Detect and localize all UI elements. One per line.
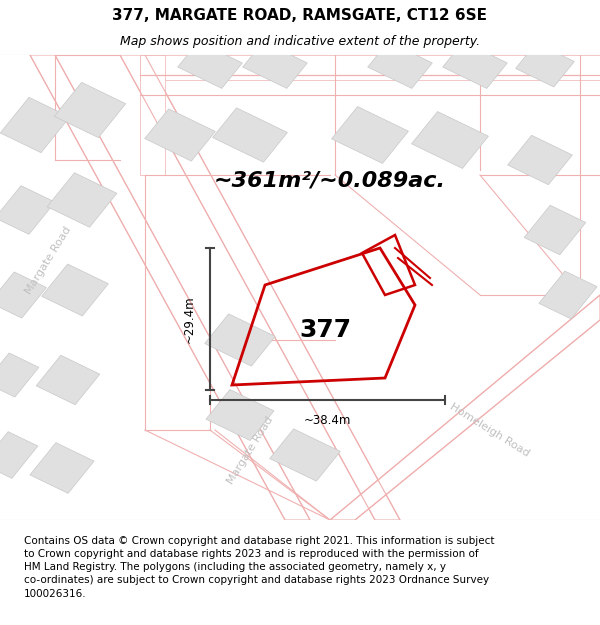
Text: Margate Road: Margate Road [23,224,73,296]
Polygon shape [0,98,70,152]
Text: ~38.4m: ~38.4m [304,414,351,428]
Polygon shape [539,271,597,319]
Polygon shape [41,264,109,316]
Polygon shape [178,42,242,88]
Polygon shape [212,108,287,162]
Polygon shape [0,186,55,234]
Polygon shape [412,112,488,168]
Text: Contains OS data © Crown copyright and database right 2021. This information is : Contains OS data © Crown copyright and d… [24,536,494,599]
Polygon shape [270,429,340,481]
Polygon shape [508,135,572,185]
Polygon shape [368,42,433,88]
Text: ~361m²/~0.089ac.: ~361m²/~0.089ac. [214,170,446,190]
Polygon shape [524,205,586,255]
Text: 377: 377 [299,318,351,342]
Polygon shape [54,82,126,138]
Polygon shape [30,442,94,493]
Polygon shape [0,353,39,397]
Text: Margate Road: Margate Road [225,414,275,486]
Polygon shape [120,55,400,520]
Polygon shape [206,389,274,441]
Polygon shape [30,55,310,520]
Polygon shape [330,295,600,520]
Polygon shape [145,109,215,161]
Polygon shape [205,314,275,366]
Text: ~29.4m: ~29.4m [182,295,196,343]
Polygon shape [47,173,117,228]
Text: Map shows position and indicative extent of the property.: Map shows position and indicative extent… [120,35,480,48]
Polygon shape [36,355,100,405]
Polygon shape [332,107,409,163]
Polygon shape [0,272,46,318]
Polygon shape [140,55,165,175]
Text: 377, MARGATE ROAD, RAMSGATE, CT12 6SE: 377, MARGATE ROAD, RAMSGATE, CT12 6SE [113,8,487,23]
Polygon shape [0,432,38,478]
Polygon shape [242,42,307,88]
Polygon shape [140,55,600,80]
Polygon shape [443,42,508,88]
Text: Homeleigh Road: Homeleigh Road [448,401,532,459]
Polygon shape [515,43,574,87]
